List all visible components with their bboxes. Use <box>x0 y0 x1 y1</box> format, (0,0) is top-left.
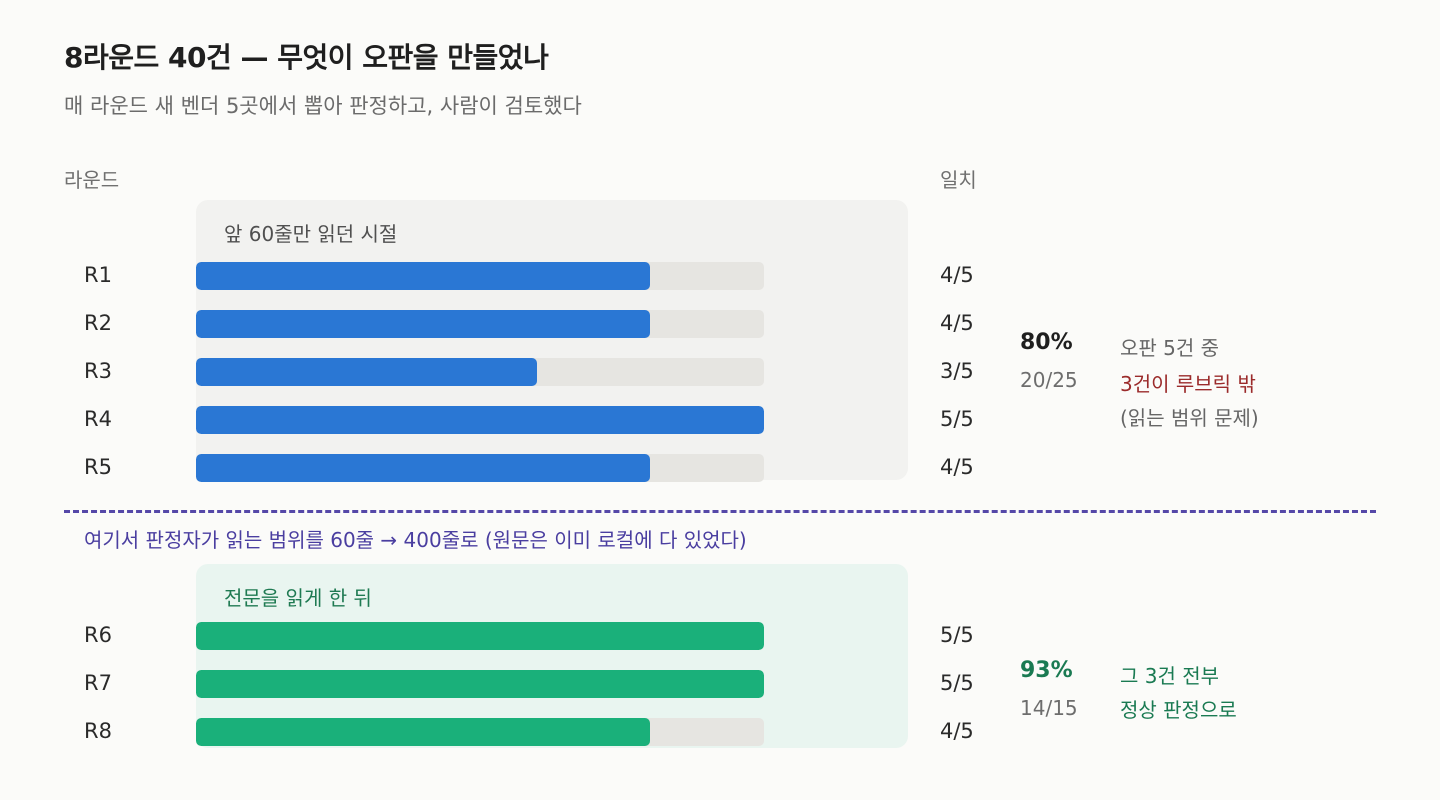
bar-track <box>196 310 764 338</box>
round-label: R8 <box>84 719 112 743</box>
score-label: 4/5 <box>940 455 974 479</box>
round-label: R5 <box>84 455 112 479</box>
bar-r2 <box>196 310 650 338</box>
bar-r1 <box>196 262 650 290</box>
panel-before-label: 앞 60줄만 읽던 시절 <box>224 222 398 246</box>
before-note-2: 3건이 루브릭 밖 <box>1120 372 1256 396</box>
score-label: 3/5 <box>940 359 974 383</box>
score-label: 5/5 <box>940 407 974 431</box>
bar-r4 <box>196 406 764 434</box>
round-label: R6 <box>84 623 112 647</box>
bar-r3 <box>196 358 537 386</box>
before-percent: 80% <box>1020 330 1073 355</box>
after-note-1: 그 3건 전부 <box>1120 664 1220 688</box>
bar-track <box>196 622 764 650</box>
before-note-1: 오판 5건 중 <box>1120 336 1220 360</box>
bar-r6 <box>196 622 764 650</box>
bar-r8 <box>196 718 650 746</box>
bar-track <box>196 262 764 290</box>
divider-line <box>64 510 1376 513</box>
score-label: 4/5 <box>940 263 974 287</box>
bar-track <box>196 454 764 482</box>
panel-before: 앞 60줄만 읽던 시절 <box>196 200 908 480</box>
before-fraction: 20/25 <box>1020 368 1078 392</box>
agreement-column-header: 일치 <box>940 168 977 192</box>
after-fraction: 14/15 <box>1020 696 1078 720</box>
panel-after: 전문을 읽게 한 뒤 <box>196 564 908 748</box>
bar-track <box>196 406 764 434</box>
after-percent: 93% <box>1020 658 1073 683</box>
bar-r7 <box>196 670 764 698</box>
bar-track <box>196 670 764 698</box>
divider-note: 여기서 판정자가 읽는 범위를 60줄 → 400줄로 (원문은 이미 로컬에 … <box>84 528 747 552</box>
bar-track <box>196 358 764 386</box>
round-label: R3 <box>84 359 112 383</box>
score-label: 4/5 <box>940 719 974 743</box>
score-label: 5/5 <box>940 623 974 647</box>
round-label: R2 <box>84 311 112 335</box>
panel-after-label: 전문을 읽게 한 뒤 <box>224 586 372 610</box>
score-label: 5/5 <box>940 671 974 695</box>
score-label: 4/5 <box>940 311 974 335</box>
after-note-2: 정상 판정으로 <box>1120 698 1237 722</box>
chart-title: 8라운드 40건 — 무엇이 오판을 만들었나 <box>64 41 549 74</box>
round-label: R7 <box>84 671 112 695</box>
before-note-3: (읽는 범위 문제) <box>1120 406 1259 430</box>
bar-track <box>196 718 764 746</box>
round-label: R4 <box>84 407 112 431</box>
round-column-header: 라운드 <box>64 168 120 192</box>
bar-r5 <box>196 454 650 482</box>
chart-subtitle: 매 라운드 새 벤더 5곳에서 뽑아 판정하고, 사람이 검토했다 <box>64 94 582 118</box>
round-label: R1 <box>84 263 112 287</box>
